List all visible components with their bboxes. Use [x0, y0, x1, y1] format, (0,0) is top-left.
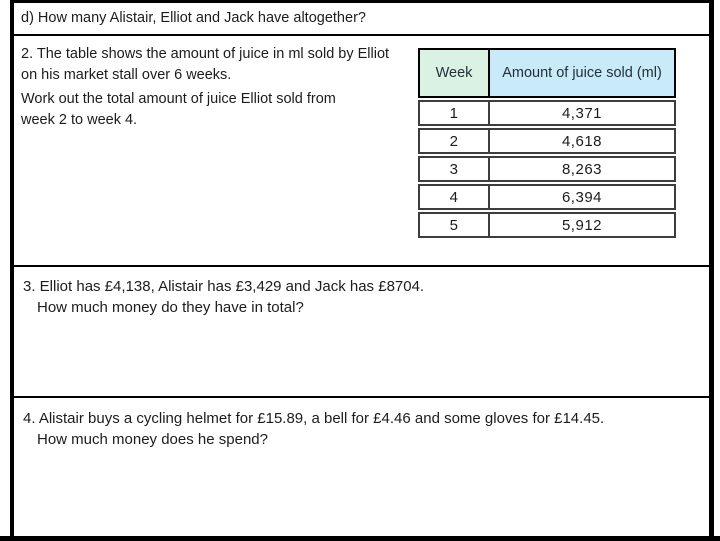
question-2-intro: 2. The table shows the amount of juice i… [21, 44, 709, 86]
juice-table-header-amount: Amount of juice sold (ml) [490, 48, 676, 98]
question-d-text: d) How many Alistair, Elliot and Jack ha… [21, 10, 366, 26]
question-2-task: Work out the total amount of juice Ellio… [21, 89, 709, 131]
table-row: 2 4,618 [418, 128, 676, 154]
question-4-line-2: How much money does he spend? [37, 431, 268, 448]
table-row: 5 5,912 [418, 212, 676, 238]
juice-table: Week Amount of juice sold (ml) 1 4,371 2… [418, 48, 676, 238]
question-2-box: 2. The table shows the amount of juice i… [14, 36, 709, 267]
question-2-intro-line-1: 2. The table shows the amount of juice i… [21, 46, 390, 62]
bottom-border-bar [0, 536, 720, 541]
week-cell: 4 [418, 184, 490, 210]
juice-table-header-week: Week [418, 48, 490, 98]
table-row: 1 4,371 [418, 100, 676, 126]
question-3-line-2: How much money do they have in total? [37, 299, 304, 316]
question-2-intro-line-2: on his market stall over 6 weeks. [21, 67, 232, 83]
amount-cell: 8,263 [490, 156, 676, 182]
week-cell: 5 [418, 212, 490, 238]
worksheet-frame: d) How many Alistair, Elliot and Jack ha… [10, 0, 714, 541]
question-4-line-1: 4. Alistair buys a cycling helmet for £1… [23, 410, 605, 427]
juice-table-header-row: Week Amount of juice sold (ml) [418, 48, 676, 98]
question-d-box: d) How many Alistair, Elliot and Jack ha… [14, 3, 709, 36]
table-row: 4 6,394 [418, 184, 676, 210]
question-3-box: 3. Elliot has £4,138, Alistair has £3,42… [14, 267, 709, 398]
week-cell: 1 [418, 100, 490, 126]
question-4-box: 4. Alistair buys a cycling helmet for £1… [14, 398, 709, 541]
amount-cell: 4,618 [490, 128, 676, 154]
question-2-task-line-2: week 2 to week 4. [21, 112, 138, 128]
question-2-task-line-1: Work out the total amount of juice Ellio… [21, 91, 336, 107]
amount-cell: 4,371 [490, 100, 676, 126]
amount-cell: 6,394 [490, 184, 676, 210]
amount-cell: 5,912 [490, 212, 676, 238]
question-3-line-1: 3. Elliot has £4,138, Alistair has £3,42… [23, 278, 425, 295]
week-cell: 3 [418, 156, 490, 182]
table-row: 3 8,263 [418, 156, 676, 182]
week-cell: 2 [418, 128, 490, 154]
